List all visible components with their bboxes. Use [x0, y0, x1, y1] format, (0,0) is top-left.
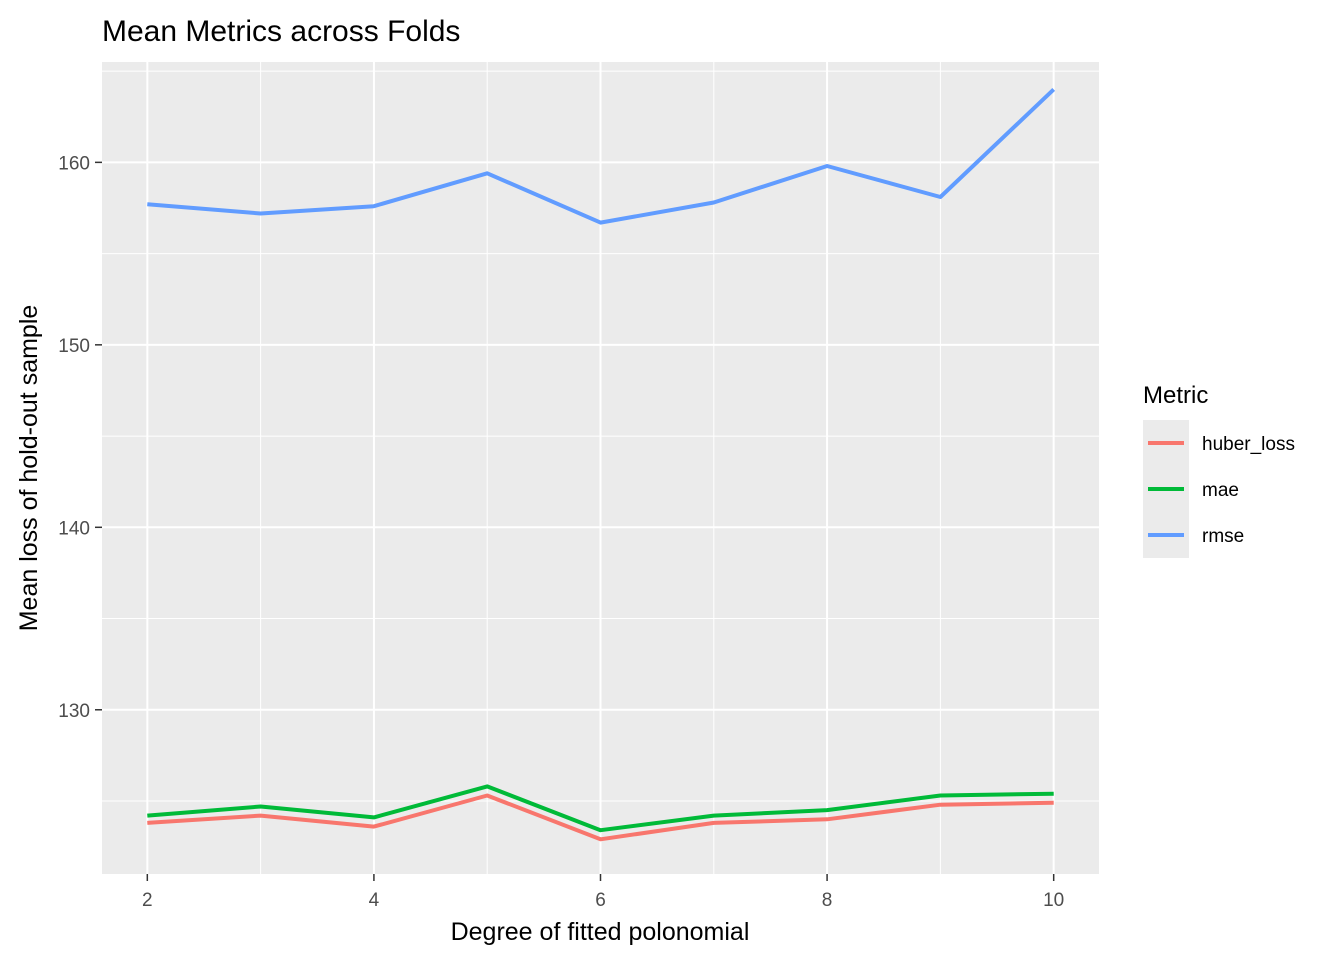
y-tick-label: 140 — [58, 518, 90, 539]
y-tick-label: 160 — [58, 153, 90, 174]
legend-label-rmse: rmse — [1202, 526, 1244, 547]
legend-label-mae: mae — [1202, 480, 1239, 501]
series-lines — [147, 87, 1056, 842]
series-line-rmse — [147, 87, 1056, 225]
x-tick-label: 2 — [142, 890, 153, 911]
x-tick-label: 4 — [369, 890, 380, 911]
y-axis-title: Mean loss of hold-out sample — [15, 305, 43, 632]
series-line-huber-loss — [147, 793, 1054, 842]
legend-title: Metric — [1143, 382, 1208, 409]
grid-lines — [102, 62, 1099, 874]
x-tick-label: 8 — [822, 890, 833, 911]
axes: 2 4 6 8 10 130 140 150 160 — [58, 153, 1064, 911]
y-tick-label: 150 — [58, 336, 90, 357]
x-tick-label: 6 — [595, 890, 606, 911]
y-tick-label: 130 — [58, 701, 90, 722]
chart-title: Mean Metrics across Folds — [102, 15, 460, 48]
series-line-mae — [147, 784, 1054, 833]
legend-label-huber-loss: huber_loss — [1202, 434, 1295, 455]
x-tick-label: 10 — [1043, 890, 1064, 911]
x-axis-title: Degree of fitted polonomial — [451, 918, 750, 946]
